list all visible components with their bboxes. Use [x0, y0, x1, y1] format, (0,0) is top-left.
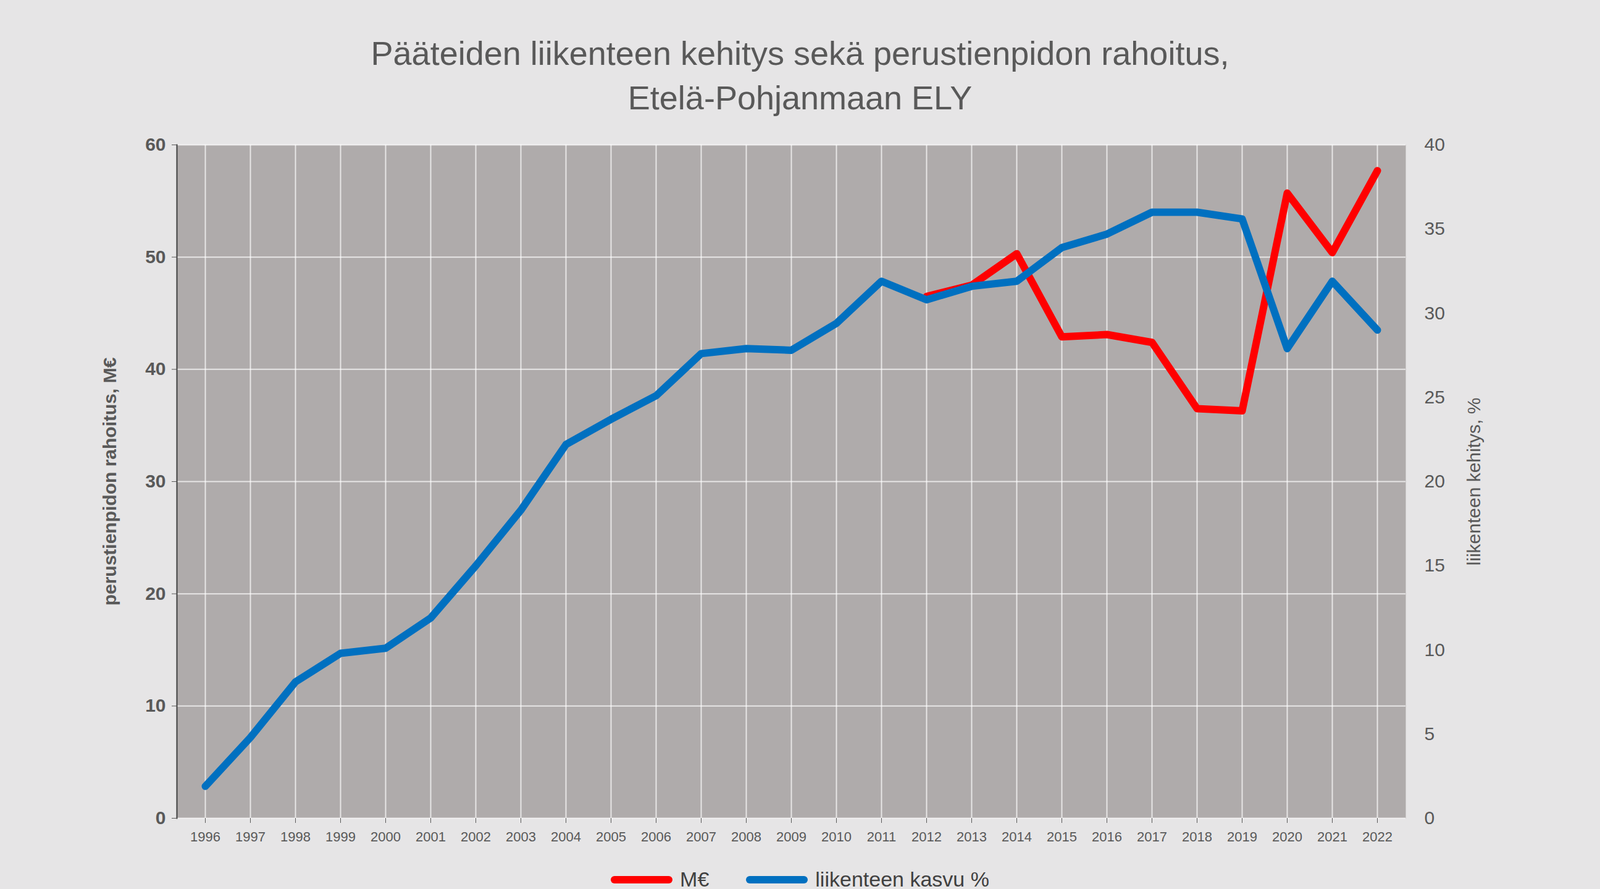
html-text:Etelä-Pohjanmaan ELY: Etelä-Pohjanmaan ELY	[627, 79, 973, 117]
svg-text:2005: 2005	[595, 828, 627, 845]
svg-text:0: 0	[1424, 807, 1435, 828]
svg-text:liikenteen kehitys, %: liikenteen kehitys, %	[1462, 397, 1484, 566]
svg-text:1996: 1996	[190, 828, 221, 845]
svg-text:1999: 1999	[325, 828, 356, 845]
svg-text:perustienpidon rahoitus, M€: perustienpidon rahoitus, M€	[98, 356, 120, 606]
svg-text:1998: 1998	[280, 828, 311, 845]
svg-text:1997: 1997	[235, 828, 266, 845]
svg-text:2001: 2001	[415, 828, 446, 845]
svg-text:2022: 2022	[1362, 828, 1393, 845]
svg-text:5: 5	[1424, 723, 1435, 744]
svg-text:2015: 2015	[1046, 828, 1077, 845]
svg-text:2021: 2021	[1317, 828, 1348, 845]
svg-text:2014: 2014	[1001, 828, 1032, 845]
svg-text:35: 35	[1424, 217, 1445, 239]
svg-text:10: 10	[1424, 639, 1445, 660]
svg-text:2008: 2008	[731, 828, 762, 845]
svg-text:50: 50	[145, 246, 166, 267]
svg-text:2007: 2007	[686, 828, 717, 845]
svg-text:2016: 2016	[1091, 828, 1123, 845]
svg-text:2003: 2003	[505, 828, 537, 845]
svg-text:20: 20	[1424, 470, 1445, 491]
svg-text:2020: 2020	[1272, 828, 1303, 845]
svg-text:25: 25	[1424, 386, 1445, 407]
svg-text:2012: 2012	[911, 828, 942, 845]
svg-text:2013: 2013	[956, 828, 987, 845]
svg-text:20: 20	[145, 582, 166, 604]
svg-text:2011: 2011	[866, 828, 896, 845]
svg-text:40: 40	[145, 358, 166, 379]
svg-text:2002: 2002	[460, 828, 491, 845]
svg-text:2017: 2017	[1136, 828, 1168, 845]
svg-text:2018: 2018	[1181, 828, 1213, 845]
svg-text:30: 30	[145, 470, 166, 491]
svg-text:15: 15	[1424, 554, 1445, 575]
svg-text:2000: 2000	[370, 828, 401, 845]
svg-text:2009: 2009	[776, 828, 807, 845]
svg-text:30: 30	[1424, 302, 1445, 323]
svg-text:10: 10	[145, 694, 166, 716]
svg-text:2019: 2019	[1227, 828, 1258, 845]
svg-text:0: 0	[154, 807, 166, 828]
svg-text:40: 40	[1424, 134, 1445, 155]
svg-text:2010: 2010	[821, 828, 852, 845]
svg-text:2006: 2006	[640, 828, 672, 845]
html-text:Pääteiden liikenteen kehitys s: Pääteiden liikenteen kehitys sekä perust…	[370, 34, 1230, 72]
svg-text:60: 60	[145, 134, 166, 155]
svg-text:2004: 2004	[550, 828, 582, 845]
